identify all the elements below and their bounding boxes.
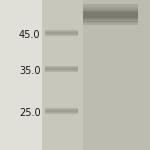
FancyBboxPatch shape xyxy=(45,69,78,70)
FancyBboxPatch shape xyxy=(82,4,138,6)
Text: 25.0: 25.0 xyxy=(19,108,40,117)
FancyBboxPatch shape xyxy=(82,6,138,7)
FancyBboxPatch shape xyxy=(82,23,138,24)
FancyBboxPatch shape xyxy=(0,0,42,150)
FancyBboxPatch shape xyxy=(82,21,138,23)
FancyBboxPatch shape xyxy=(45,31,78,32)
FancyBboxPatch shape xyxy=(45,113,78,114)
FancyBboxPatch shape xyxy=(82,20,138,22)
FancyBboxPatch shape xyxy=(82,12,138,14)
FancyBboxPatch shape xyxy=(45,110,78,111)
FancyBboxPatch shape xyxy=(45,33,78,34)
Text: 45.0: 45.0 xyxy=(19,30,40,39)
FancyBboxPatch shape xyxy=(82,11,138,12)
FancyBboxPatch shape xyxy=(42,0,150,150)
FancyBboxPatch shape xyxy=(45,34,78,35)
FancyBboxPatch shape xyxy=(82,19,138,20)
FancyBboxPatch shape xyxy=(45,112,78,113)
FancyBboxPatch shape xyxy=(82,18,138,19)
FancyBboxPatch shape xyxy=(45,111,78,112)
FancyBboxPatch shape xyxy=(45,35,78,36)
FancyBboxPatch shape xyxy=(82,0,150,150)
FancyBboxPatch shape xyxy=(45,71,78,72)
FancyBboxPatch shape xyxy=(45,68,78,69)
Text: 35.0: 35.0 xyxy=(19,66,40,75)
FancyBboxPatch shape xyxy=(45,67,78,68)
FancyBboxPatch shape xyxy=(45,32,78,33)
FancyBboxPatch shape xyxy=(82,7,138,8)
FancyBboxPatch shape xyxy=(45,66,78,67)
FancyBboxPatch shape xyxy=(42,0,84,150)
FancyBboxPatch shape xyxy=(45,70,78,71)
FancyBboxPatch shape xyxy=(45,30,78,31)
FancyBboxPatch shape xyxy=(82,8,138,10)
FancyBboxPatch shape xyxy=(45,108,78,109)
FancyBboxPatch shape xyxy=(45,109,78,110)
FancyBboxPatch shape xyxy=(82,10,138,11)
FancyBboxPatch shape xyxy=(82,16,138,18)
FancyBboxPatch shape xyxy=(82,24,138,26)
FancyBboxPatch shape xyxy=(82,14,138,15)
FancyBboxPatch shape xyxy=(82,15,138,16)
